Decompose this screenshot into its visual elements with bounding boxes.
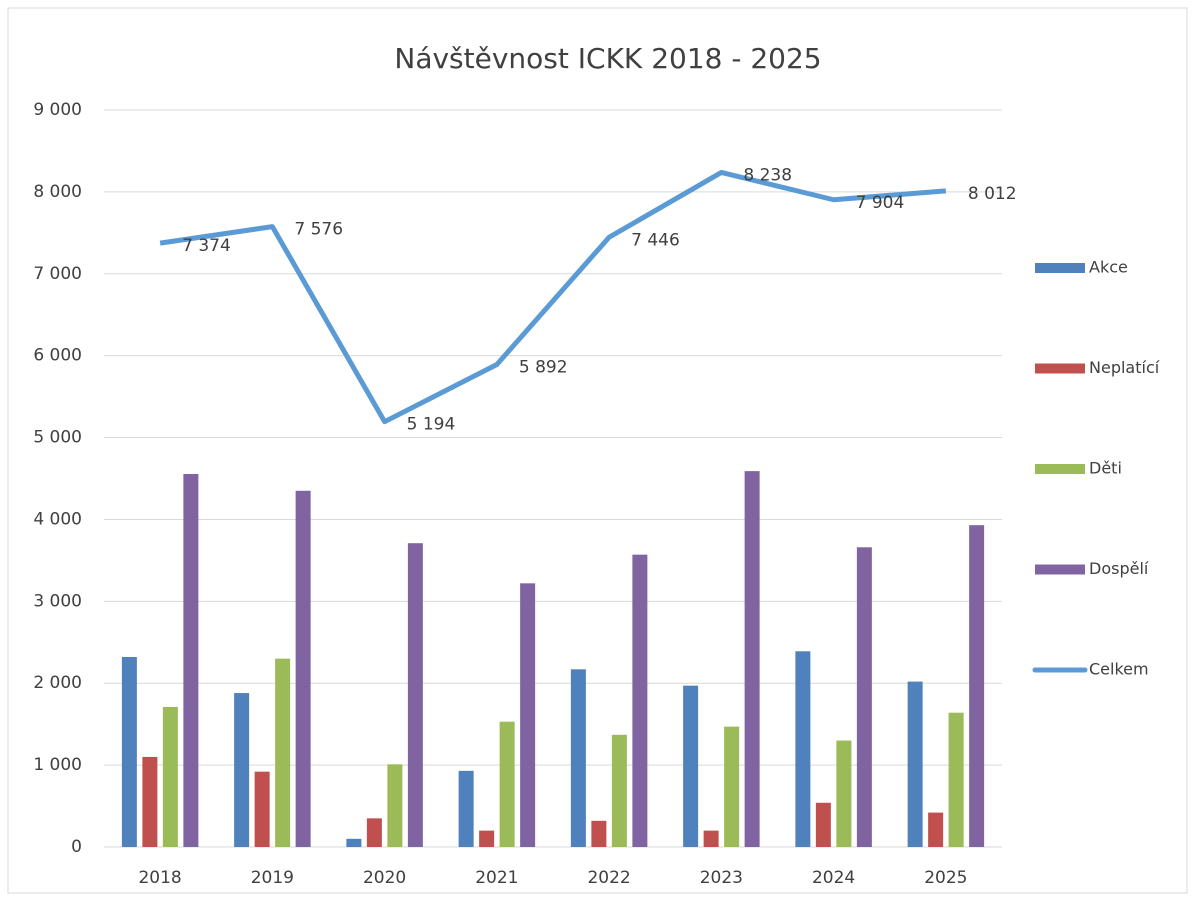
y-tick-label: 5 000 bbox=[33, 428, 82, 448]
bar bbox=[499, 721, 515, 847]
bar bbox=[142, 756, 158, 847]
bar bbox=[162, 706, 178, 847]
bar bbox=[815, 802, 831, 847]
data-label: 7 374 bbox=[182, 236, 231, 256]
legend-label: Celkem bbox=[1089, 660, 1149, 679]
data-label: 5 194 bbox=[407, 415, 456, 435]
y-tick-label: 0 bbox=[71, 837, 82, 857]
y-tick-label: 7 000 bbox=[33, 264, 82, 284]
bar bbox=[632, 554, 648, 847]
y-tick-label: 6 000 bbox=[33, 346, 82, 366]
bar bbox=[520, 583, 536, 847]
y-tick-label: 1 000 bbox=[33, 755, 82, 775]
x-tick-label: 2020 bbox=[363, 868, 406, 888]
y-tick-label: 9 000 bbox=[33, 100, 82, 120]
bar bbox=[366, 818, 382, 847]
bar bbox=[234, 693, 250, 847]
data-label: 7 446 bbox=[631, 230, 680, 250]
bar bbox=[744, 471, 760, 847]
legend-swatch bbox=[1035, 564, 1085, 575]
bar bbox=[295, 490, 311, 847]
bar bbox=[683, 685, 699, 847]
bar bbox=[121, 657, 137, 847]
bar bbox=[836, 740, 852, 847]
bar bbox=[795, 651, 811, 847]
bar bbox=[458, 770, 474, 847]
y-tick-label: 4 000 bbox=[33, 509, 82, 529]
x-tick-label: 2021 bbox=[475, 868, 518, 888]
chart-border bbox=[7, 7, 1188, 894]
bar bbox=[254, 771, 270, 847]
bar bbox=[407, 543, 423, 847]
line bbox=[159, 169, 947, 425]
bar bbox=[907, 681, 923, 847]
y-tick-label: 3 000 bbox=[33, 591, 82, 611]
legend-label: Akce bbox=[1089, 258, 1128, 277]
x-tick-label: 2022 bbox=[587, 868, 630, 888]
legend-swatch bbox=[1035, 464, 1085, 474]
y-tick-label: 8 000 bbox=[33, 182, 82, 202]
bar bbox=[928, 812, 944, 847]
data-label: 8 012 bbox=[968, 184, 1017, 204]
legend-label: Dospělí bbox=[1089, 559, 1149, 578]
data-label: 7 904 bbox=[856, 193, 905, 213]
x-tick-label: 2025 bbox=[924, 868, 967, 888]
x-tick-label: 2024 bbox=[812, 868, 855, 888]
data-label: 5 892 bbox=[519, 358, 568, 378]
data-label: 7 576 bbox=[294, 220, 343, 240]
bar bbox=[611, 734, 627, 847]
legend-label: Děti bbox=[1089, 459, 1122, 478]
bar bbox=[591, 820, 607, 847]
bar bbox=[387, 764, 403, 847]
bar bbox=[346, 838, 362, 847]
legend-label: Neplatící bbox=[1089, 358, 1160, 377]
bar bbox=[183, 473, 199, 847]
bar bbox=[479, 830, 495, 847]
chart-title: Návštěvnost ICKK 2018 - 2025 bbox=[394, 42, 821, 75]
bar bbox=[724, 726, 740, 847]
legend-swatch bbox=[1035, 363, 1085, 374]
x-tick-label: 2023 bbox=[700, 868, 743, 888]
bar bbox=[969, 525, 985, 847]
x-tick-label: 2018 bbox=[138, 868, 181, 888]
y-tick-label: 2 000 bbox=[33, 673, 82, 693]
bar bbox=[856, 547, 872, 847]
legend-swatch bbox=[1035, 263, 1085, 273]
bar bbox=[570, 669, 586, 847]
bar bbox=[703, 830, 719, 847]
bar bbox=[948, 712, 964, 847]
data-label: 8 238 bbox=[743, 165, 792, 185]
x-tick-label: 2019 bbox=[251, 868, 294, 888]
bar bbox=[275, 658, 291, 847]
